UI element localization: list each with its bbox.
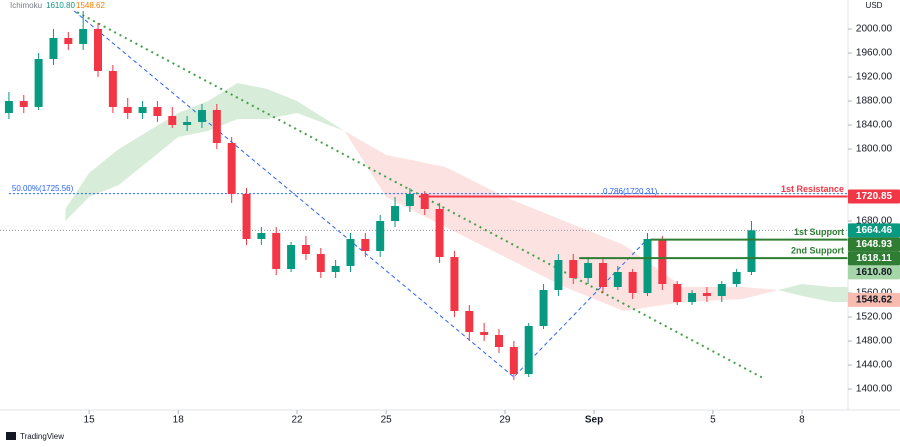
watermark: TradingView <box>20 432 64 441</box>
price-tag-label: 1664.46 <box>856 225 893 236</box>
price-tag <box>848 223 900 238</box>
logo-icon <box>6 432 16 440</box>
candle-body <box>346 238 355 266</box>
candle-body <box>361 238 370 251</box>
price-tag <box>848 292 900 307</box>
candle-body <box>673 283 682 302</box>
candle-body <box>450 256 459 311</box>
candle-body <box>301 244 310 254</box>
candle-body <box>494 334 503 347</box>
y-tick-label: 1880.00 <box>856 96 893 107</box>
candle-body <box>64 37 73 44</box>
x-tick-label: Sep <box>585 415 603 426</box>
candle-body <box>34 58 43 107</box>
price-tag <box>848 251 900 266</box>
candle-body <box>420 193 429 209</box>
y-tick-label: 1440.00 <box>856 360 893 371</box>
price-tag-label: 1720.85 <box>856 191 893 202</box>
trendline <box>76 11 764 380</box>
y-tick-label: 1960.00 <box>856 48 893 59</box>
y-tick-label: 2000.00 <box>856 24 893 35</box>
candle-body <box>732 271 741 284</box>
candle-body <box>272 232 281 269</box>
y-tick-label: 1400.00 <box>856 384 893 395</box>
unit-label: USD <box>866 1 883 10</box>
candle-body <box>524 325 533 374</box>
candle-body <box>391 205 400 221</box>
x-tick-label: 15 <box>84 415 96 426</box>
candle-body <box>405 193 414 206</box>
ichimoku-cloud <box>344 130 779 311</box>
price-tag <box>848 265 900 280</box>
candle-body <box>212 109 221 143</box>
candle-body <box>108 70 117 107</box>
ichimoku-cloud <box>778 283 848 302</box>
candle-body <box>183 121 192 125</box>
candle-body <box>509 346 518 374</box>
candle-body <box>94 28 103 71</box>
x-tick-label: 18 <box>173 415 185 426</box>
candle-body <box>153 106 162 116</box>
price-tag-label: 1548.62 <box>856 294 893 305</box>
y-tick-label: 1800.00 <box>856 144 893 155</box>
candle-body <box>480 331 489 335</box>
candle-body <box>197 109 206 122</box>
x-tick-label: 8 <box>799 415 805 426</box>
candle-body <box>584 262 593 278</box>
y-tick-label: 1920.00 <box>856 72 893 83</box>
x-tick-label: 29 <box>499 415 511 426</box>
candle-body <box>227 142 236 194</box>
candle-body <box>717 283 726 296</box>
y-tick-label: 1520.00 <box>856 312 893 323</box>
plot-area: 50.00%(1725.56) 0.786(1720.31) 1st Resista… <box>0 10 848 380</box>
candle-body <box>554 259 563 290</box>
price-tag-label: 1648.93 <box>856 239 893 250</box>
indicator-reading: 1548.62 <box>76 1 105 10</box>
fib-label: 0.786(1720.31) <box>603 187 658 196</box>
indicator-name: Ichimoku <box>10 1 42 10</box>
candle-body <box>316 253 325 272</box>
level-label: 1st Support <box>794 227 844 237</box>
candle-body <box>628 271 637 293</box>
candle-body <box>242 193 251 239</box>
candle-body <box>287 244 296 269</box>
candle-body <box>331 265 340 272</box>
candle-body <box>19 100 28 107</box>
candle-body <box>123 106 132 113</box>
candle-body <box>257 232 266 239</box>
price-tag <box>848 237 900 252</box>
level-label: 2nd Support <box>791 246 844 256</box>
candle-body <box>168 115 177 125</box>
candle-body <box>539 289 548 326</box>
candle-body <box>49 37 58 59</box>
y-tick-label: 1480.00 <box>856 336 893 347</box>
candle-body <box>376 220 385 251</box>
candle-body <box>747 230 756 272</box>
candle-body <box>79 28 88 44</box>
level-label: 1st Resistance <box>781 184 844 194</box>
candle-body <box>4 100 13 113</box>
indicator-reading: 1610.80 <box>46 1 75 10</box>
candle-body <box>613 271 622 287</box>
candle-body <box>435 208 444 257</box>
price-tag-label: 1610.80 <box>856 267 893 278</box>
candle-body <box>598 262 607 287</box>
x-tick-label: 22 <box>291 415 303 426</box>
candle-body <box>658 238 667 284</box>
candle-body <box>643 238 652 293</box>
candle-body <box>465 310 474 332</box>
candle-body <box>688 292 697 302</box>
x-tick-label: 5 <box>710 415 716 426</box>
y-tick-label: 1840.00 <box>856 120 893 131</box>
fib-label: 50.00%(1725.56) <box>12 184 74 193</box>
y-tick-label: 1680.00 <box>856 216 893 227</box>
x-tick-label: 25 <box>381 415 393 426</box>
price-tag-label: 1618.11 <box>856 253 892 264</box>
candle-body <box>569 259 578 278</box>
candle-body <box>702 292 711 296</box>
price-tag <box>848 189 900 204</box>
candle-body <box>138 106 147 113</box>
